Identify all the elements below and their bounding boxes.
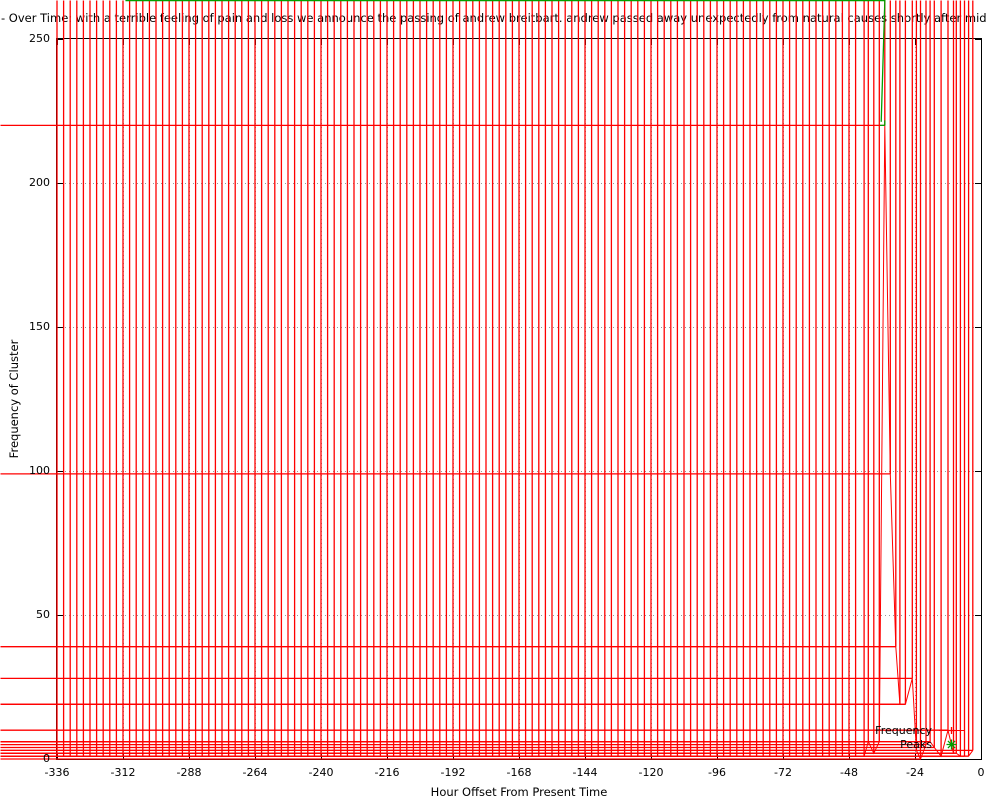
y-axis-label: Frequency of Cluster (7, 339, 21, 459)
x-tick-label: -168 (506, 766, 532, 779)
x-tick-label: -96 (708, 766, 726, 779)
frequency-series-markers (0, 0, 974, 760)
x-tick-label: -336 (44, 766, 70, 779)
y-tick-label: 200 (29, 176, 50, 189)
x-tick-label: -288 (176, 766, 202, 779)
legend-samples (939, 727, 964, 750)
x-tick-label: -312 (110, 766, 136, 779)
y-tick-label: 100 (29, 464, 50, 477)
x-tick-label: -192 (440, 766, 466, 779)
x-tick-label: -216 (374, 766, 400, 779)
x-axis-label: Hour Offset From Present Time (430, 785, 608, 799)
x-tick-label: -240 (308, 766, 334, 779)
chart-title: - Over Time: with a terrible feeling of … (1, 11, 987, 25)
y-tick-label: 0 (43, 752, 50, 765)
y-tick-label: 150 (29, 320, 50, 333)
peaks-series-markers (125, 0, 886, 127)
x-tick-label: -24 (906, 766, 924, 779)
y-tick-label: 250 (29, 32, 50, 45)
y-tick-label: 50 (36, 608, 50, 621)
x-tick-label: -144 (572, 766, 598, 779)
legend-label-peaks: Peaks (900, 738, 932, 751)
x-tick-label: 0 (977, 766, 985, 779)
x-tick-label: -48 (840, 766, 858, 779)
legend-label-frequency: Frequency (875, 724, 932, 737)
x-tick-label: -120 (638, 766, 664, 779)
x-tick-label: -72 (774, 766, 792, 779)
x-tick-label: -264 (242, 766, 268, 779)
